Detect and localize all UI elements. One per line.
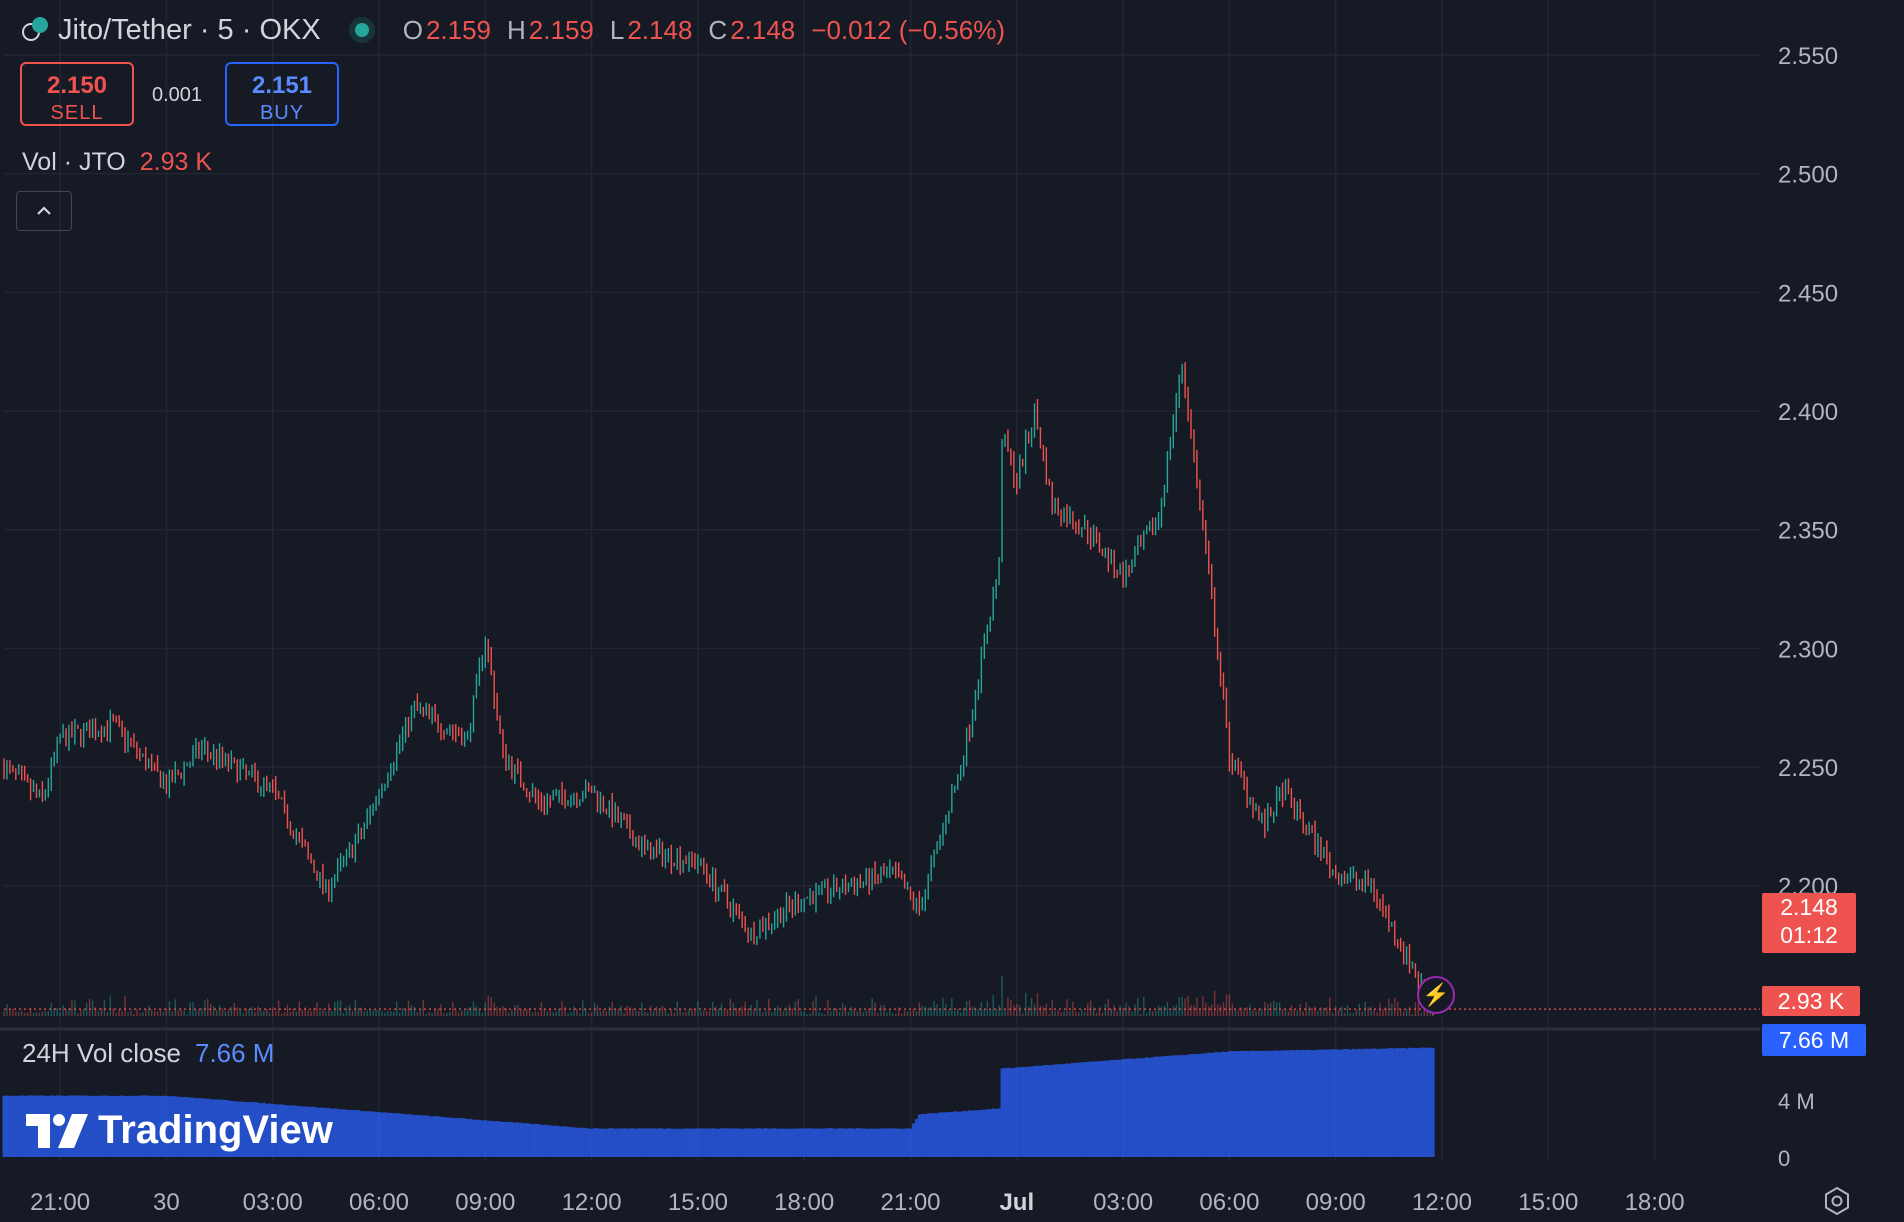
price-tick-label: 2.400 [1778,399,1838,426]
high-value: 2.159 [528,14,594,45]
open-value: 2.159 [425,14,492,45]
price-tick-label: 2.350 [1778,518,1838,545]
settings-icon[interactable] [1822,1186,1852,1216]
volume-label: Vol · JTO [22,148,126,176]
sub-indicator-value: 7.66 M [194,1038,275,1068]
time-tick-label: 18:00 [1625,1189,1685,1216]
logo-text: TradingView [98,1108,333,1152]
close-label: C [708,14,728,45]
price-tick-label: 2.450 [1778,280,1838,307]
sell-button[interactable]: 2.150 SELL [20,62,134,126]
volume-bars [3,976,1434,1016]
chart-grid [4,0,1760,1160]
volume-legend[interactable]: Vol · JTO 2.93 K [22,148,212,177]
buy-label: BUY [259,102,305,124]
sell-label: SELL [50,102,104,124]
bar-countdown: 01:12 [1780,922,1838,948]
tradingview-logo-icon [26,1113,88,1148]
candlestick-series [3,362,1434,1016]
time-tick-label: 12:00 [1412,1189,1472,1216]
coin-icon [22,17,48,43]
symbol-title[interactable]: Jito/Tether · 5 · OKX [58,13,321,46]
sub-tick-label: 0 [1778,1146,1790,1171]
time-tick-label: 30 [153,1189,180,1216]
price-tick-label: 2.300 [1778,636,1838,663]
open-label: O [402,14,423,45]
market-status-dot[interactable] [354,23,369,37]
close-value: 2.148 [730,14,796,45]
collapse-legend-button[interactable] [16,191,72,231]
sell-price: 2.150 [46,72,108,99]
time-tick-label: 03:00 [1093,1189,1153,1216]
volume-value: 2.93 K [139,148,213,176]
time-axis[interactable]: 21:00 30 03:00 06:00 09:00 12:00 15:00 18:00 21:… [30,1189,1685,1216]
time-tick-label: 18:00 [774,1189,834,1216]
chevron-up-icon [37,206,51,215]
price-tick-label: 2.550 [1778,43,1838,70]
buy-button[interactable]: 2.151 BUY [225,62,339,126]
change-value: −0.012 (−0.56%) [811,14,1005,45]
last-price-badge: 2.148 01:12 [1762,893,1856,953]
high-label: H [507,14,526,45]
sub-indicator-label: 24H Vol close [22,1038,181,1068]
time-tick-label: 12:00 [562,1189,622,1216]
time-tick-label: 21:00 [30,1189,90,1216]
time-tick-label: 06:00 [349,1189,409,1216]
low-value: 2.148 [627,14,693,45]
time-tick-label: 15:00 [668,1189,728,1216]
vol24-series [2,1047,1435,1157]
legend-header: Jito/Tether · 5 · OKX O 2.159 H 2.159 L 2.1… [22,10,1021,50]
volume-badge: 2.93 K [1762,986,1860,1016]
sub-axis: 4 M 0 [1778,1089,1815,1171]
price-tick-label: 2.250 [1778,755,1838,782]
time-tick-label: 15:00 [1518,1189,1578,1216]
time-tick-label: 09:00 [455,1189,515,1216]
time-tick-label: 09:00 [1306,1189,1366,1216]
time-tick-label: 21:00 [880,1189,940,1216]
last-price-value: 2.148 [1780,894,1838,920]
sub-tick-label: 4 M [1778,1089,1815,1114]
buy-price: 2.151 [251,72,313,99]
time-tick-label: 03:00 [243,1189,303,1216]
spread-value: 0.001 [152,84,203,106]
tradingview-logo[interactable]: TradingView [26,1108,333,1153]
time-tick-label: Jul [999,1189,1034,1216]
low-label: L [609,14,625,45]
time-tick-label: 06:00 [1199,1189,1259,1216]
sub-indicator-legend[interactable]: 24H Vol close 7.66 M [22,1038,274,1069]
price-tick-label: 2.500 [1778,162,1838,189]
lightning-icon[interactable]: ⚡ [1417,976,1455,1014]
vol24-badge: 7.66 M [1762,1024,1866,1056]
